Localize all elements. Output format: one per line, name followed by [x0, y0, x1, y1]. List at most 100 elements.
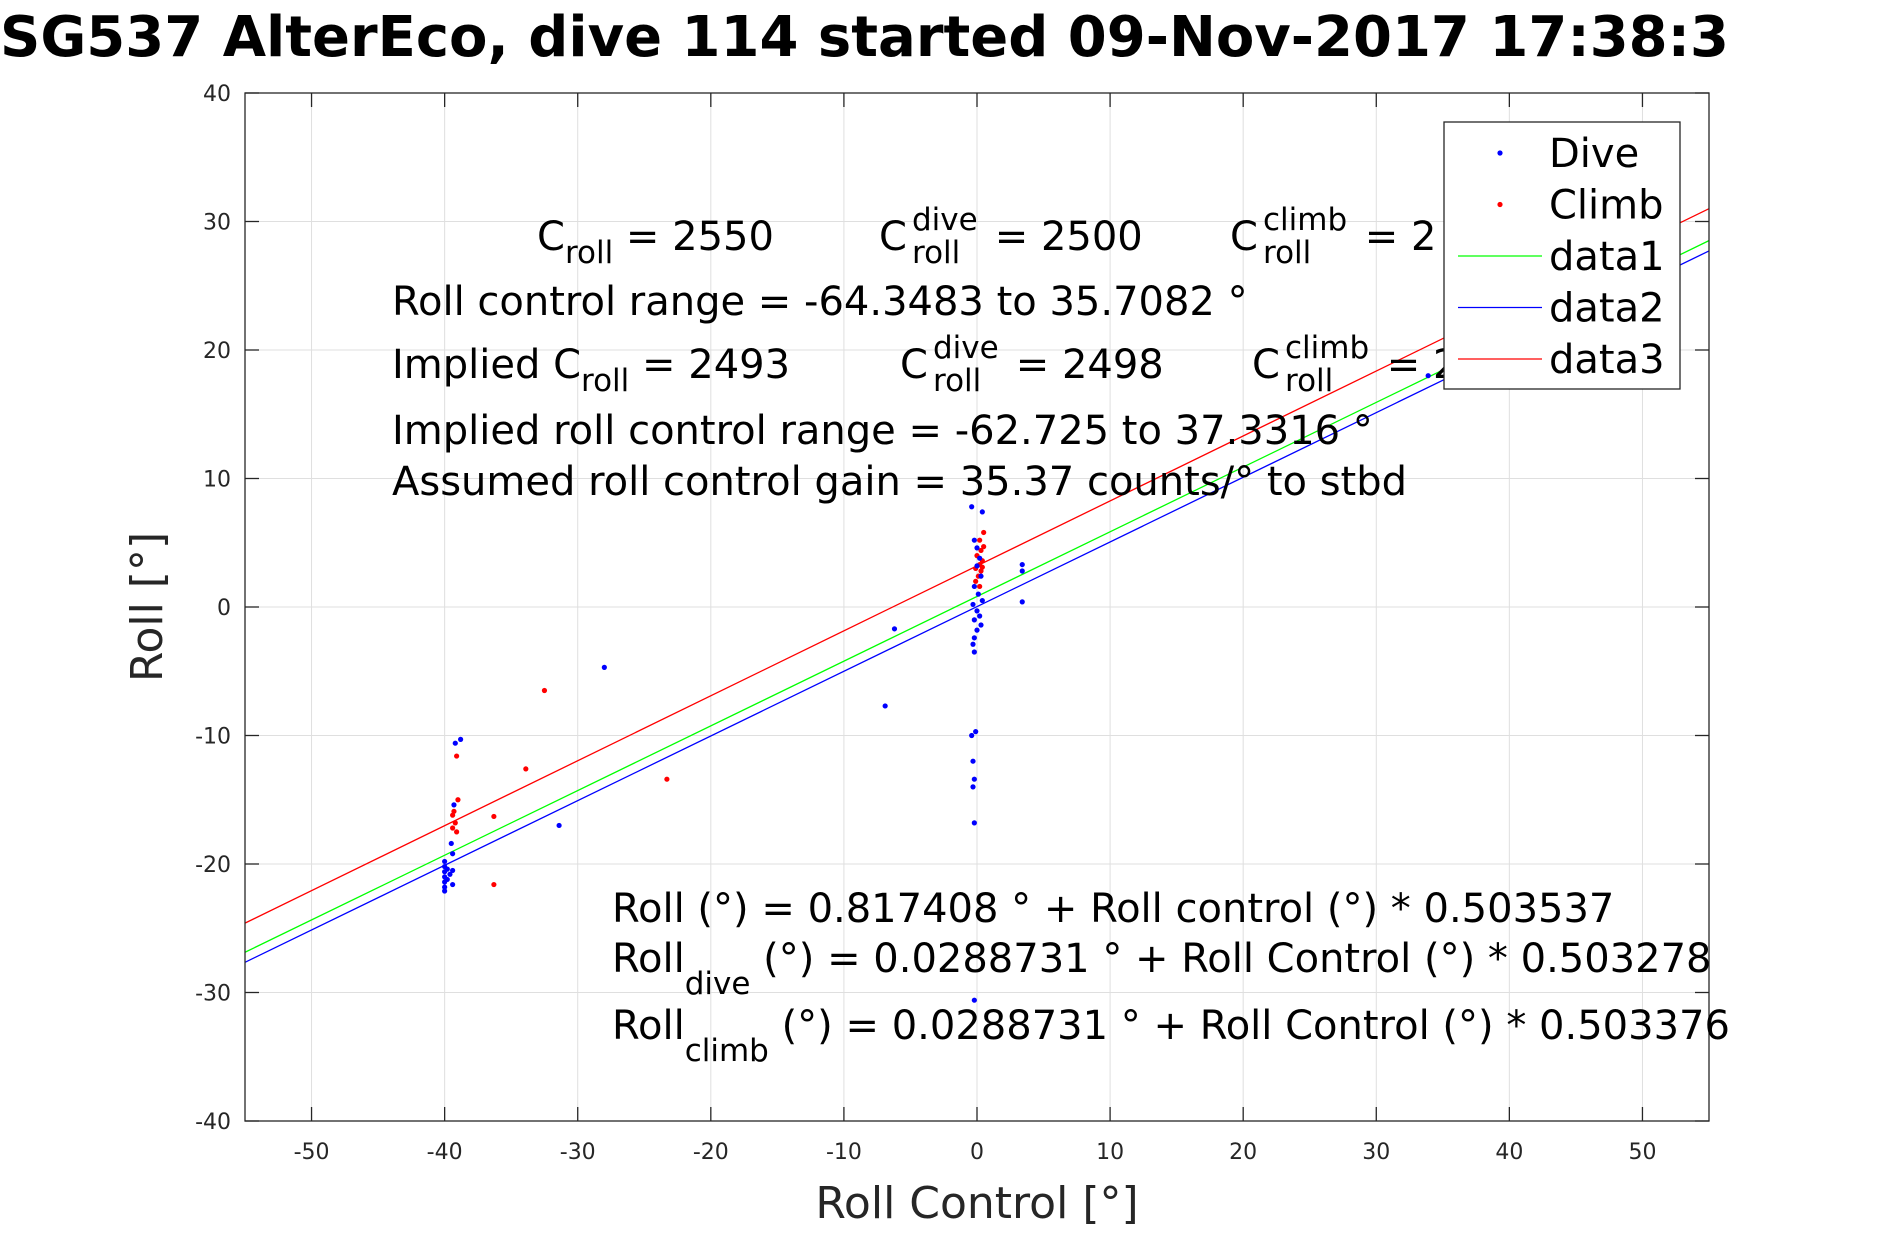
dive-point	[971, 649, 977, 655]
dive-point	[974, 563, 980, 569]
dive-point	[450, 881, 456, 888]
dive-point	[979, 597, 985, 604]
dive-point	[444, 876, 450, 883]
dive-point	[442, 888, 448, 894]
dive-point	[447, 871, 453, 877]
climb-point	[454, 753, 460, 759]
annotation-implied-c-roll: Implied Croll = 2493	[392, 342, 790, 399]
dive-point	[970, 758, 976, 764]
c-roll-climb-value: = 2	[1352, 214, 1436, 260]
implied-c-roll-dive-main: C	[900, 342, 928, 388]
axis-tick-labels: -50 -40 -30 -20 -10 0 10 20 30 40 50 -40 -30 -20 -10 0 1…	[195, 82, 1656, 1165]
dive-point	[442, 858, 448, 865]
dive-point	[971, 776, 977, 782]
climb-point	[664, 776, 670, 782]
fit-dive-main: Roll	[612, 936, 685, 982]
annotation-c-roll: Croll = 2550	[537, 214, 774, 271]
x-tick-label: -50	[294, 1140, 330, 1165]
axis-ticks	[245, 92, 1709, 1122]
legend-items: Dive Climb data1 data2 data3	[1458, 131, 1665, 383]
y-tick-label: 10	[203, 468, 231, 493]
dive-point	[978, 573, 984, 579]
x-axis-title: Roll Control [°]	[815, 1178, 1138, 1229]
dive-point	[971, 997, 977, 1003]
dive-point	[973, 729, 979, 735]
climb-point	[981, 529, 987, 536]
dive-point	[442, 884, 448, 890]
c-roll-dive-value: = 2500	[982, 214, 1143, 260]
dive-point	[1019, 568, 1025, 574]
dive-point	[970, 641, 976, 647]
dive-point	[448, 840, 454, 847]
implied-c-roll-climb-main: C	[1252, 342, 1280, 388]
dive-point	[974, 545, 980, 551]
annotation-implied-roll-control-range: Implied roll control range = -62.725 to …	[392, 408, 1373, 454]
x-tick-label: -30	[560, 1140, 596, 1165]
y-axis-title: Roll [°]	[122, 532, 173, 682]
x-tick-label: 0	[970, 1140, 984, 1165]
climb-point	[491, 813, 497, 820]
x-tick-label: 40	[1495, 1140, 1523, 1165]
chart-title: SG537 AlterEco, dive 114 started 09-Nov-…	[0, 5, 1729, 70]
dive-point	[969, 732, 975, 739]
legend-swatch-climb	[1497, 201, 1503, 208]
climb-point	[523, 766, 529, 772]
c-roll-sub: roll	[565, 235, 613, 271]
dive-point	[1425, 373, 1431, 379]
series-dive	[442, 373, 1431, 1003]
dive-point	[891, 626, 898, 632]
annotation-block-bottom: Roll (°) = 0.817408 ° + Roll control (°)…	[612, 886, 1730, 1069]
dive-point	[969, 504, 975, 510]
dive-point	[452, 740, 458, 746]
dive-point	[977, 555, 983, 561]
climb-point	[981, 544, 987, 550]
legend-label-data2: data2	[1549, 286, 1665, 332]
implied-c-roll-climb-sup: climb	[1285, 330, 1369, 366]
x-tick-label: 20	[1229, 1140, 1257, 1165]
legend-label-dive: Dive	[1549, 131, 1639, 177]
fit-dive-rest: (°) = 0.0288731 ° + Roll Control (°) * 0…	[750, 936, 1711, 982]
c-roll-climb-main: C	[1230, 214, 1258, 260]
dive-point	[974, 627, 980, 633]
climb-point	[455, 797, 461, 803]
climb-point	[979, 564, 985, 570]
dive-point	[974, 608, 980, 614]
annotation-fit-all: Roll (°) = 0.817408 ° + Roll control (°)…	[612, 886, 1614, 932]
dive-point	[971, 583, 977, 590]
dive-point	[971, 635, 977, 641]
y-tick-label: 20	[203, 339, 231, 364]
c-roll-climb-sup: climb	[1263, 202, 1347, 238]
c-roll-main: C	[537, 214, 565, 260]
dive-point	[977, 613, 983, 619]
dive-point	[1019, 561, 1025, 568]
dive-point	[971, 537, 977, 543]
dive-point	[975, 591, 981, 597]
y-tick-label: 0	[217, 596, 231, 621]
climb-point	[452, 820, 458, 826]
c-roll-climb-sub: roll	[1263, 235, 1311, 271]
x-tick-label: 50	[1628, 1140, 1656, 1165]
fit-climb-main: Roll	[612, 1003, 685, 1049]
c-roll-dive-main: C	[879, 214, 907, 260]
dive-point	[458, 736, 464, 742]
dive-point	[970, 601, 976, 608]
implied-c-roll-dive-value: = 2498	[1003, 342, 1164, 388]
annotation-assumed-gain: Assumed roll control gain = 35.37 counts…	[392, 459, 1407, 505]
climb-point	[450, 825, 456, 831]
dive-point	[971, 617, 977, 623]
y-tick-label: -40	[195, 1110, 231, 1135]
dive-point	[601, 664, 607, 670]
climb-point	[973, 578, 979, 584]
implied-c-roll-climb-sub: roll	[1285, 363, 1333, 399]
legend-label-data1: data1	[1549, 234, 1665, 280]
implied-c-roll-dive-sup: dive	[933, 330, 999, 366]
c-roll-dive-sup: dive	[912, 202, 978, 238]
fit-climb-rest: (°) = 0.0288731 ° + Roll Control (°) * 0…	[769, 1003, 1730, 1049]
climb-point	[491, 881, 497, 888]
dive-point	[882, 703, 888, 709]
climb-point	[977, 583, 983, 590]
